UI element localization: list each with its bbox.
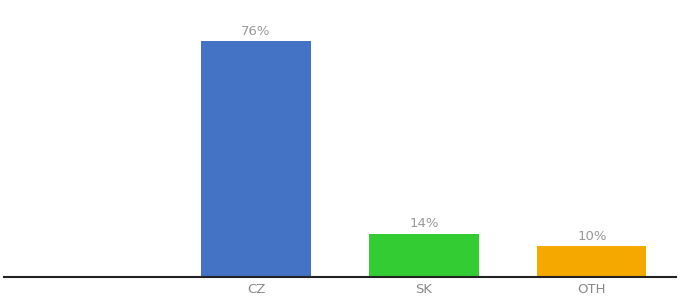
Text: 10%: 10% xyxy=(577,230,607,242)
Text: 76%: 76% xyxy=(241,25,271,38)
Bar xyxy=(201,41,311,277)
Bar xyxy=(369,234,479,277)
Bar xyxy=(537,246,647,277)
Text: 14%: 14% xyxy=(409,217,439,230)
